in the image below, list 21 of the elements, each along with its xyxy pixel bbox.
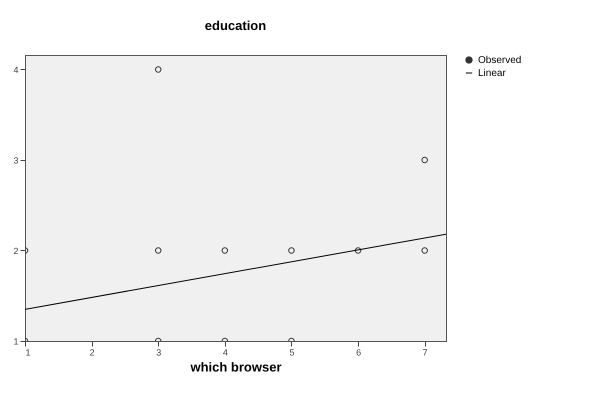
chart-title: education xyxy=(204,18,266,33)
legend-label: Observed xyxy=(478,55,522,66)
y-tick-label: 3 xyxy=(13,155,18,166)
point xyxy=(222,247,228,254)
x-tick-label: 3 xyxy=(156,348,162,358)
point xyxy=(288,247,295,254)
x-tick-label: 6 xyxy=(356,348,362,358)
x-tick-label: 4 xyxy=(222,348,228,358)
x-tick-label: 1 xyxy=(26,348,31,358)
y-tick-label: 4 xyxy=(13,64,18,75)
x-axis-title: which browser xyxy=(189,360,282,374)
x-tick-label: 7 xyxy=(422,348,428,358)
point xyxy=(354,247,362,254)
point xyxy=(154,247,162,254)
legend-label: Linear xyxy=(478,68,506,79)
x-tick-label: 2 xyxy=(90,348,95,358)
y-tick-label: 1 xyxy=(13,336,18,346)
point xyxy=(421,247,428,254)
y-tick-label: 2 xyxy=(13,246,18,256)
x-tick-label: 5 xyxy=(289,348,294,358)
point xyxy=(421,156,428,164)
